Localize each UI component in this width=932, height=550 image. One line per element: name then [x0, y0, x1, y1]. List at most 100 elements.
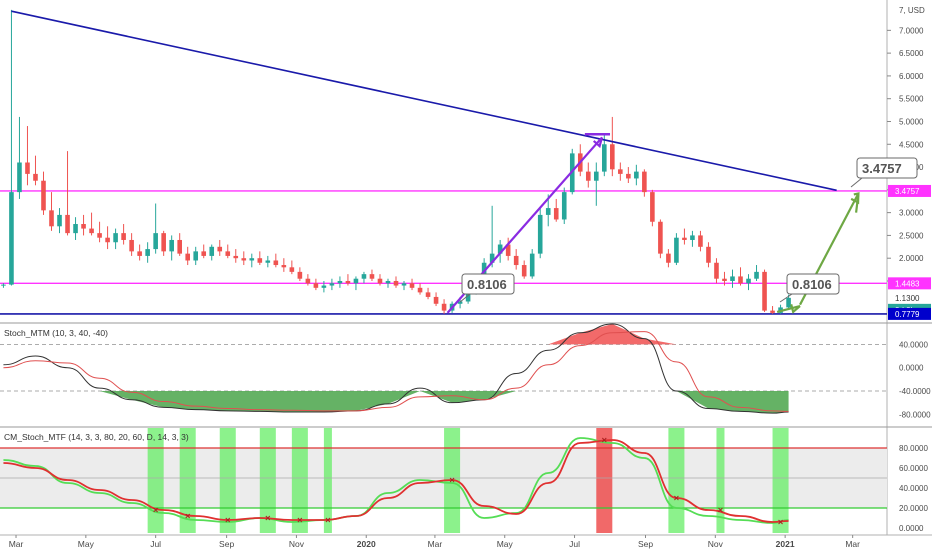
signal-band-green — [291, 428, 308, 533]
x-tick-label: Nov — [708, 539, 724, 549]
cross-marker — [778, 519, 783, 525]
candle-body — [650, 192, 655, 222]
stoch-mtm-line — [3, 323, 789, 414]
candle-body — [561, 192, 567, 220]
candle-body — [425, 292, 431, 297]
candle-body — [49, 210, 54, 227]
y-tick-label: 2.0000 — [899, 254, 924, 263]
candle-body — [289, 267, 295, 272]
candle-body — [770, 310, 775, 313]
cross-marker — [674, 495, 679, 501]
candle-body — [513, 255, 519, 266]
descending-trendline — [11, 10, 837, 192]
candle-body — [593, 171, 599, 181]
candle-body — [441, 303, 447, 311]
candle-body — [409, 283, 415, 288]
candle-body — [305, 278, 311, 284]
indicator-1-tick-label: -80.0000 — [899, 410, 931, 419]
candle-body — [746, 278, 751, 284]
small-arrow — [776, 304, 801, 314]
low-price-callout-right: 0.8106 — [792, 277, 832, 292]
x-tick-label: May — [497, 539, 514, 549]
x-tick-label: Nov — [289, 539, 305, 549]
price-axis-badge-label: 3.4757 — [895, 187, 920, 196]
candle-body — [385, 280, 391, 284]
candle-body — [337, 280, 343, 284]
signal-band-green — [259, 428, 276, 533]
candle-body — [233, 255, 239, 259]
candle-body — [41, 180, 46, 211]
candle-body — [265, 260, 271, 263]
signal-band-green — [147, 428, 164, 533]
candle-body — [329, 283, 335, 286]
target-price-callout-box — [856, 157, 918, 179]
y-tick-label: 7.0000 — [899, 26, 924, 35]
candle-body — [658, 221, 663, 254]
y-tick-label: 2.5000 — [899, 231, 924, 240]
candle-body — [169, 239, 174, 252]
indicator-2-title: CM_Stoch_MTF (14, 3, 3, 80, 20, 60, D, 1… — [4, 432, 189, 442]
candle-body — [121, 233, 126, 240]
candle-body — [626, 173, 631, 179]
candle-body — [9, 192, 14, 285]
candle-body — [722, 278, 727, 281]
target-price-callout: 3.4757 — [862, 161, 902, 176]
indicator-2-tick-label: 0.0000 — [899, 524, 924, 533]
candle-body — [145, 249, 150, 256]
candle-body — [217, 246, 223, 252]
indicator-1-tick-label: -40.0000 — [899, 387, 931, 396]
candle-body — [618, 169, 623, 174]
candle-body — [642, 171, 647, 193]
candle-body — [1, 284, 6, 286]
candle-body — [634, 171, 639, 179]
cm-stoch-d-line — [3, 439, 789, 523]
candle-body — [193, 251, 199, 261]
candle-body — [610, 144, 615, 170]
cross-marker — [449, 477, 455, 483]
price-axis-badge — [888, 307, 931, 320]
candle-body — [706, 246, 711, 263]
candle-body — [177, 239, 182, 254]
y-tick-label: 5.5000 — [899, 95, 924, 104]
indicator-1-title: Stoch_MTM (10, 3, 40, -40) — [4, 328, 108, 338]
candle-body — [137, 251, 142, 256]
candle-body — [738, 276, 743, 284]
candle-body — [105, 237, 110, 243]
candle-body — [714, 262, 719, 279]
candle-body — [97, 233, 102, 238]
cross-marker — [265, 515, 271, 521]
candle-body — [353, 278, 359, 284]
cm-stoch-k-line — [3, 437, 789, 524]
x-tick-label: Jul — [569, 539, 580, 549]
signal-band-green — [772, 428, 789, 533]
cross-marker — [325, 517, 331, 523]
candle-body — [497, 244, 503, 254]
y-tick-label: 5.0000 — [899, 117, 924, 126]
candle-body — [17, 162, 22, 193]
stoch-mtm-signal-line — [3, 331, 789, 412]
cross-marker — [601, 437, 607, 443]
price-axis-badge-label: 1.1300 — [895, 294, 920, 303]
candle-body — [65, 214, 70, 234]
low-price-callout-right-box — [786, 273, 840, 295]
candle-body — [457, 301, 463, 304]
candle-body — [73, 224, 78, 234]
low-price-callout-left-box — [461, 273, 515, 295]
candle-body — [545, 208, 551, 215]
signal-band-green — [716, 428, 725, 533]
candle-body — [698, 235, 703, 247]
candle-body — [690, 235, 695, 240]
cross-marker — [225, 517, 231, 523]
candle-body — [786, 297, 791, 308]
candle-body — [209, 246, 215, 256]
candle-body — [345, 280, 351, 284]
price-axis-badge-label: 0.7779 — [895, 310, 920, 319]
x-tick-label: Mar — [845, 539, 860, 549]
candle-body — [321, 285, 327, 288]
candle-body — [505, 244, 511, 256]
candle-body — [585, 171, 591, 181]
candle-body — [281, 265, 287, 268]
candle-body — [241, 258, 247, 261]
callout-pointer — [459, 293, 471, 303]
